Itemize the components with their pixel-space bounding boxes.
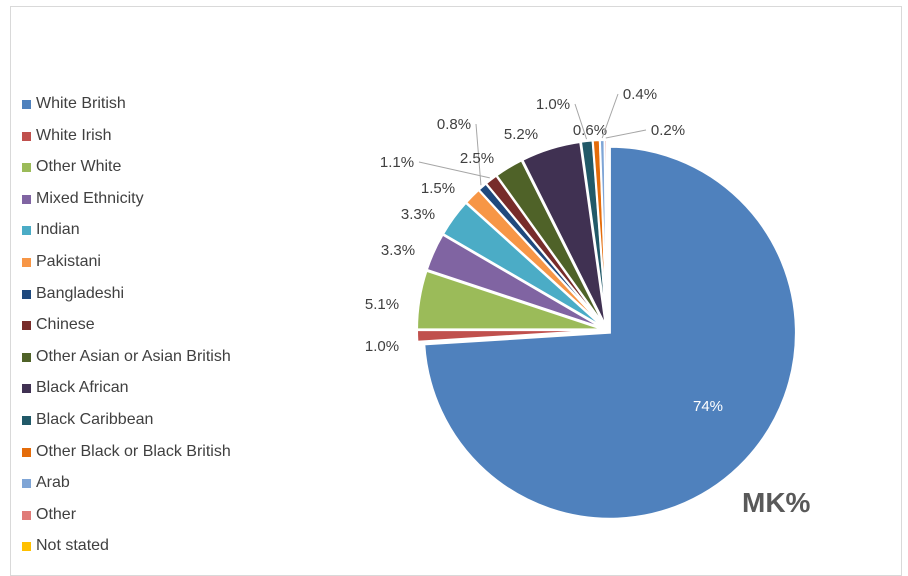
- leader-line: [475, 123, 482, 186]
- pie-slice-white-british: [423, 145, 797, 520]
- legend-label: Other Asian or Asian British: [36, 347, 231, 365]
- legend-label: Chinese: [36, 316, 95, 334]
- legend-item-arab: Arab: [22, 475, 342, 507]
- data-label-chinese: 1.1%: [380, 154, 414, 171]
- legend-label: Other: [36, 505, 77, 523]
- data-label-bangladeshi: 0.8%: [437, 116, 471, 133]
- legend-item-white-british: White British: [22, 96, 342, 128]
- legend-swatch: [22, 194, 31, 204]
- data-label-black-caribbean: 1.0%: [536, 96, 570, 113]
- legend-label: Other Black or Black British: [36, 442, 231, 460]
- leader-line: [605, 129, 647, 139]
- legend-item-white-irish: White Irish: [22, 126, 342, 160]
- data-label-other-asian-or-asian-british: 2.5%: [460, 150, 494, 167]
- legend: White British White Irish Other White Mixed…: [22, 96, 342, 570]
- legend-label: Arab: [36, 474, 70, 492]
- legend-item-pakistani: Pakistani: [22, 252, 342, 286]
- legend-swatch: [22, 163, 31, 173]
- legend-item-not-stated: Not stated: [22, 538, 342, 570]
- legend-item-mixed-ethnicity: Mixed Ethnicity: [22, 189, 342, 223]
- legend-swatch: [22, 542, 31, 552]
- legend-swatch: [22, 100, 31, 109]
- legend-label: Other White: [36, 158, 122, 176]
- legend-label: Indian: [36, 221, 80, 239]
- legend-label: Bangladeshi: [36, 284, 125, 302]
- legend-item-chinese: Chinese: [22, 317, 342, 349]
- legend-swatch: [22, 415, 31, 425]
- legend-swatch: [22, 226, 31, 236]
- data-label-other: 0.2%: [651, 122, 685, 139]
- chart-title: MK%: [742, 487, 811, 518]
- legend-swatch: [22, 131, 31, 141]
- pie-slice-other: [603, 138, 608, 327]
- legend-label: White British: [36, 95, 126, 112]
- legend-label: Black Caribbean: [36, 410, 154, 428]
- legend-label: Not stated: [36, 537, 109, 555]
- legend-item-black-caribbean: Black Caribbean: [22, 410, 342, 444]
- legend-label: Black African: [36, 379, 129, 397]
- data-label-pakistani: 1.5%: [421, 180, 455, 197]
- data-label-white-british: 74%: [693, 398, 723, 415]
- legend-swatch: [22, 352, 31, 362]
- data-label-indian: 3.3%: [401, 206, 435, 223]
- legend-item-other-asian-or-asian-british: Other Asian or Asian British: [22, 347, 342, 381]
- legend-swatch: [22, 447, 31, 457]
- data-label-arab: 0.4%: [623, 86, 657, 103]
- legend-item-other-white: Other White: [22, 159, 342, 191]
- legend-swatch: [22, 289, 31, 299]
- leader-line: [601, 93, 619, 139]
- legend-item-indian: Indian: [22, 222, 342, 254]
- legend-item-other-black-or-black-british: Other Black or Black British: [22, 442, 342, 476]
- legend-label: Pakistani: [36, 252, 101, 270]
- legend-swatch: [22, 510, 31, 520]
- data-label-other-white: 5.1%: [365, 296, 399, 313]
- legend-label: White Irish: [36, 126, 112, 144]
- legend-item-bangladeshi: Bangladeshi: [22, 284, 342, 318]
- legend-label: Mixed Ethnicity: [36, 189, 144, 207]
- legend-swatch: [22, 384, 31, 394]
- data-label-black-african: 5.2%: [504, 126, 538, 143]
- legend-swatch: [22, 479, 31, 489]
- legend-swatch: [22, 257, 31, 267]
- legend-item-other: Other: [22, 505, 342, 539]
- leader-line: [418, 161, 490, 179]
- pie-slice-other-white: [416, 269, 604, 331]
- legend-item-black-african: Black African: [22, 380, 342, 412]
- data-label-other-black-or-black-british: 0.6%: [573, 122, 607, 139]
- leader-line: [574, 103, 588, 140]
- legend-swatch: [22, 321, 31, 331]
- data-label-white-irish: 1.0%: [365, 338, 399, 355]
- data-label-mixed-ethnicity: 3.3%: [381, 242, 415, 259]
